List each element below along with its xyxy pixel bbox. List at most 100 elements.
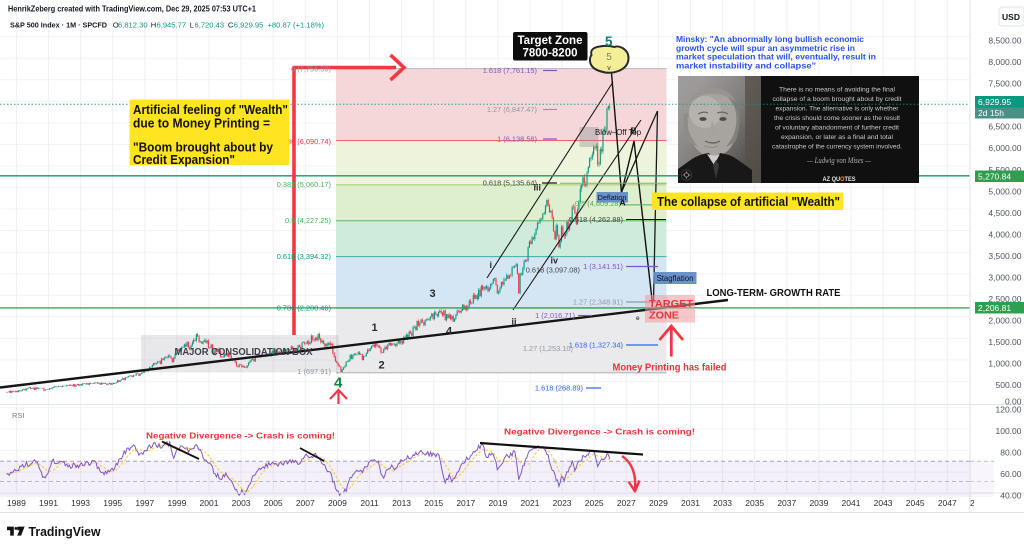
svg-text:TradingView: TradingView — [29, 524, 102, 539]
svg-text:6,929.95: 6,929.95 — [978, 97, 1011, 107]
svg-text:4,000.00: 4,000.00 — [988, 229, 1021, 239]
svg-text:500.00: 500.00 — [996, 380, 1022, 390]
svg-text:TARGET: TARGET — [649, 298, 694, 310]
svg-text:Negative Divergence -> Crash i: Negative Divergence -> Crash is coming! — [146, 431, 335, 441]
svg-text:2d 15h: 2d 15h — [978, 108, 1004, 118]
svg-text:iv: iv — [551, 256, 559, 266]
svg-text:6,945.77: 6,945.77 — [157, 20, 187, 29]
svg-text:Artificial feeling of "Wealth": Artificial feeling of "Wealth" — [133, 103, 288, 117]
svg-text:0.618 (4,262.88): 0.618 (4,262.88) — [569, 215, 623, 224]
svg-text:2023: 2023 — [553, 498, 572, 508]
svg-text:2003: 2003 — [232, 498, 251, 508]
svg-text:0.236 (6,090.74): 0.236 (6,090.74) — [277, 137, 331, 146]
svg-text:5: 5 — [606, 52, 612, 63]
svg-text:i: i — [490, 260, 493, 270]
svg-text:2007: 2007 — [296, 498, 315, 508]
svg-text:ii: ii — [512, 317, 517, 327]
svg-text:2,206.81: 2,206.81 — [978, 303, 1011, 313]
svg-text:1: 1 — [372, 322, 378, 334]
svg-text:iii: iii — [534, 183, 542, 193]
svg-text:2033: 2033 — [713, 498, 732, 508]
svg-text:80.00: 80.00 — [1000, 448, 1022, 458]
svg-text:100.00: 100.00 — [996, 426, 1022, 436]
svg-text:of voluntary abandonment of fu: of voluntary abandonment of further cred… — [775, 125, 899, 132]
svg-text:RSI: RSI — [12, 411, 25, 420]
svg-text:3: 3 — [430, 288, 436, 300]
svg-text:1.618 (1,327.34): 1.618 (1,327.34) — [569, 341, 623, 350]
svg-text:Credit Expansion": Credit Expansion" — [133, 153, 235, 167]
svg-text:2029: 2029 — [649, 498, 668, 508]
svg-text:7,500.00: 7,500.00 — [988, 79, 1021, 89]
svg-text:market speculation that will,: market speculation that will, eventually… — [676, 52, 876, 62]
svg-text:2013: 2013 — [392, 498, 411, 508]
svg-text:8,000.00: 8,000.00 — [988, 57, 1021, 67]
svg-text:Money Printing has failed: Money Printing has failed — [613, 363, 727, 374]
svg-text:3,000.00: 3,000.00 — [988, 273, 1021, 283]
svg-text:0.618 (5,135.64): 0.618 (5,135.64) — [483, 179, 537, 188]
svg-text:0.618 (3,394.32): 0.618 (3,394.32) — [277, 252, 331, 261]
svg-text:1.27 (1,253.10): 1.27 (1,253.10) — [523, 344, 573, 353]
svg-text:1 (697.91): 1 (697.91) — [297, 367, 331, 376]
svg-text:1,500.00: 1,500.00 — [988, 337, 1021, 347]
svg-text:2027: 2027 — [617, 498, 636, 508]
svg-text:7800-8200: 7800-8200 — [523, 48, 578, 60]
svg-text:A: A — [620, 198, 626, 208]
svg-text:0.786 (2,200.46): 0.786 (2,200.46) — [277, 304, 331, 313]
svg-text:2021: 2021 — [521, 498, 540, 508]
svg-text:2009: 2009 — [328, 498, 347, 508]
svg-text:0.5 (4,227.25): 0.5 (4,227.25) — [285, 216, 331, 225]
svg-text:2015: 2015 — [424, 498, 443, 508]
svg-text:1991: 1991 — [39, 498, 58, 508]
svg-text:Negative Divergence -> Crash i: Negative Divergence -> Crash is coming! — [504, 427, 695, 437]
svg-text:2,500.00: 2,500.00 — [988, 294, 1021, 304]
svg-text:v: v — [607, 65, 611, 72]
svg-text:2037: 2037 — [777, 498, 796, 508]
svg-text:H: H — [151, 20, 156, 29]
svg-text:6,812.30: 6,812.30 — [118, 20, 148, 29]
svg-text:0.5 (4,609.28): 0.5 (4,609.28) — [575, 199, 621, 208]
svg-text:3,500.00: 3,500.00 — [988, 251, 1021, 261]
svg-text:2025: 2025 — [585, 498, 604, 508]
svg-text:1997: 1997 — [135, 498, 154, 508]
svg-text:40.00: 40.00 — [1000, 491, 1022, 501]
svg-text:— Ludwig von Mises —: — Ludwig von Mises — — [806, 156, 872, 165]
svg-text:2001: 2001 — [200, 498, 219, 508]
svg-text:1995: 1995 — [103, 498, 122, 508]
svg-text:5: 5 — [605, 34, 613, 49]
svg-text:6,929.95: 6,929.95 — [234, 20, 264, 29]
svg-text:1.618 (268.89): 1.618 (268.89) — [535, 384, 583, 393]
svg-text:1 (2,016.71): 1 (2,016.71) — [535, 311, 575, 320]
svg-text:2045: 2045 — [906, 498, 925, 508]
svg-text:e: e — [636, 315, 640, 322]
svg-text:L: L — [190, 20, 194, 29]
svg-text:5,270.84: 5,270.84 — [978, 171, 1011, 181]
svg-text:O: O — [113, 20, 119, 29]
svg-text:1999: 1999 — [167, 498, 186, 508]
svg-text:2017: 2017 — [456, 498, 475, 508]
svg-text:The collapse of artificial "We: The collapse of artificial "Wealth" — [657, 195, 840, 209]
svg-text:5,500.00: 5,500.00 — [988, 165, 1021, 175]
svg-text:2005: 2005 — [264, 498, 283, 508]
svg-text:the crisis should come sooner: the crisis should come sooner as the res… — [774, 115, 900, 122]
svg-text:2019: 2019 — [488, 498, 507, 508]
svg-text:+80.87 (+1.18%): +80.87 (+1.18%) — [268, 20, 325, 29]
svg-text:1.27 (6,847.47): 1.27 (6,847.47) — [487, 105, 537, 114]
svg-text:1.27 (2,348.91): 1.27 (2,348.91) — [573, 298, 623, 307]
svg-text:There is no means of avoiding: There is no means of avoiding the final — [779, 87, 895, 94]
svg-text:growth cycle will spur an asym: growth cycle will spur an asymmetric ris… — [676, 43, 855, 53]
svg-text:Blow–Off Top: Blow–Off Top — [595, 128, 642, 137]
svg-text:2041: 2041 — [842, 498, 861, 508]
svg-text:collapse of a boom brought abo: collapse of a boom brought about by cred… — [773, 96, 902, 103]
svg-text:B: B — [631, 126, 637, 136]
svg-text:1993: 1993 — [71, 498, 90, 508]
svg-text:2035: 2035 — [745, 498, 764, 508]
svg-text:Target Zone: Target Zone — [518, 35, 583, 47]
svg-text:Stagflation: Stagflation — [657, 274, 694, 283]
svg-text:6,720.43: 6,720.43 — [195, 20, 225, 29]
svg-text:5,000.00: 5,000.00 — [988, 186, 1021, 196]
svg-text:HenrikZeberg created with Trad: HenrikZeberg created with TradingView.co… — [8, 5, 257, 14]
svg-text:8,500.00: 8,500.00 — [988, 35, 1021, 45]
svg-text:Minsky: "An abnormally long bu: Minsky: "An abnormally long bullish econ… — [676, 34, 864, 44]
svg-text:1,000.00: 1,000.00 — [988, 359, 1021, 369]
svg-text:2047: 2047 — [938, 498, 957, 508]
